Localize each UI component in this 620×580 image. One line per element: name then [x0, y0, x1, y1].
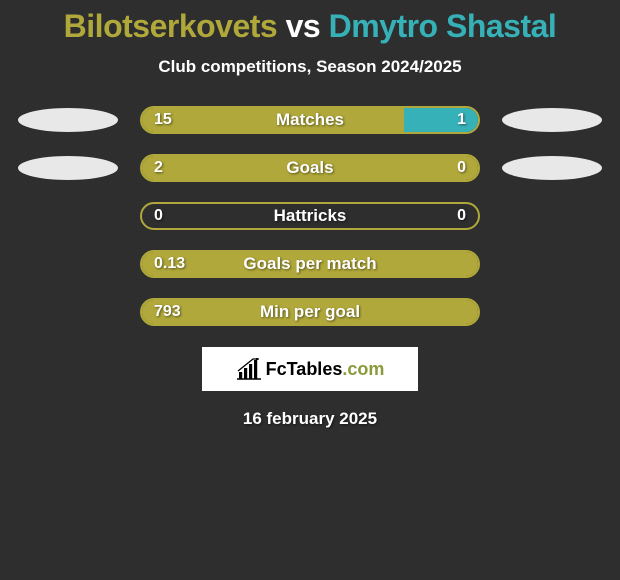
subtitle: Club competitions, Season 2024/2025 [0, 57, 620, 77]
infographic-container: Bilotserkovets vs Dmytro Shastal Club co… [0, 0, 620, 429]
badge-brand: FcTables [266, 359, 343, 379]
page-title: Bilotserkovets vs Dmytro Shastal [0, 8, 620, 45]
ellipse-right-icon [502, 156, 602, 180]
stat-row: 0.13Goals per match [0, 251, 620, 277]
bar-label: Min per goal [142, 300, 478, 324]
source-badge: FcTables.com [202, 347, 418, 391]
title-vs: vs [286, 8, 321, 44]
badge-tld: .com [342, 359, 384, 379]
stat-bar: 793Min per goal [140, 298, 480, 326]
ellipse-left-icon [18, 156, 118, 180]
bar-label: Goals per match [142, 252, 478, 276]
stat-row: 151Matches [0, 107, 620, 133]
stat-bar: 00Hattricks [140, 202, 480, 230]
bars-chart-icon [236, 358, 262, 380]
stat-bar: 20Goals [140, 154, 480, 182]
stat-bar: 0.13Goals per match [140, 250, 480, 278]
bar-label: Goals [142, 156, 478, 180]
badge-inner: FcTables.com [236, 358, 385, 380]
stat-row: 793Min per goal [0, 299, 620, 325]
title-player2: Dmytro Shastal [329, 8, 557, 44]
stat-rows: 151Matches 20Goals 00Hattricks 0.13Goals pe… [0, 107, 620, 325]
bar-label: Matches [142, 108, 478, 132]
title-player1: Bilotserkovets [64, 8, 278, 44]
date-line: 16 february 2025 [0, 409, 620, 429]
ellipse-left-icon [18, 108, 118, 132]
ellipse-right-icon [502, 108, 602, 132]
stat-row: 00Hattricks [0, 203, 620, 229]
stat-row: 20Goals [0, 155, 620, 181]
bar-label: Hattricks [142, 204, 478, 228]
stat-bar: 151Matches [140, 106, 480, 134]
badge-text: FcTables.com [266, 359, 385, 380]
